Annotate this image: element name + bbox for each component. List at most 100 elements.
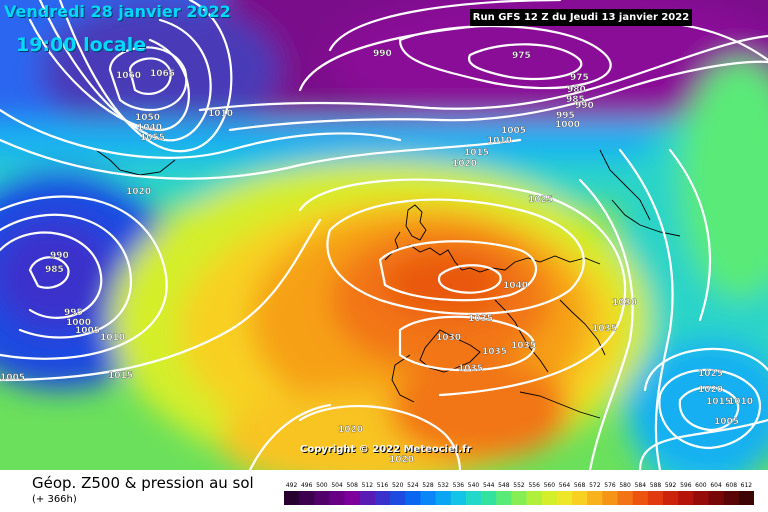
scale-tick-label: 500: [316, 482, 328, 489]
isobar-pressure-label: 1030: [612, 298, 637, 308]
scale-tick-label: 520: [392, 482, 404, 489]
scale-tick-label: 612: [741, 482, 753, 489]
scale-tick-label: 568: [574, 482, 586, 489]
isobar-pressure-label: 975: [512, 51, 531, 61]
scale-color-swatch: [344, 491, 361, 505]
isobar-pressure-label: 995: [556, 111, 575, 121]
isobar-pressure-label: 1020: [698, 385, 723, 395]
scale-tick-label: 604: [710, 482, 722, 489]
scale-color-swatch: [526, 491, 543, 505]
scale-tick-label: 588: [650, 482, 662, 489]
isobar-pressure-label: 1015: [464, 148, 489, 158]
isobar-pressure-label: 1020: [338, 425, 363, 435]
isobar-pressure-label: 980: [567, 85, 586, 95]
isobar-pressure-label: 1035: [468, 314, 493, 324]
scale-tick-label: 596: [680, 482, 692, 489]
isobars: [0, 0, 768, 470]
color-scale-legend: 492 496 500 504 508 512 516 520 524 528 532 536 540 5…: [284, 482, 754, 505]
isobar-pressure-label: 1035: [511, 341, 536, 351]
scale-color-swatch: [647, 491, 664, 505]
forecast-local-time: 19:00 locale: [16, 34, 147, 56]
isobar-pressure-label: 1005: [0, 373, 25, 383]
scale-tick-label: 540: [468, 482, 480, 489]
scale-tick-label: 572: [589, 482, 601, 489]
scale-color-swatch: [390, 491, 406, 505]
isobar-pressure-label: 1065: [150, 69, 175, 79]
isobar-pressure-label: 1000: [555, 120, 580, 130]
isobar-pressure-label: 1000: [66, 318, 91, 328]
scale-color-swatch: [738, 491, 754, 505]
isobar-pressure-label: 975: [570, 73, 589, 83]
scale-color-swatch: [572, 491, 588, 505]
isobar-pressure-label: 1035: [592, 324, 617, 334]
scale-color-swatch: [405, 491, 421, 505]
isobar-pressure-label: 1005: [501, 126, 526, 136]
isobar-pressure-label: 1020: [389, 455, 414, 465]
scale-tick-label: 560: [544, 482, 556, 489]
isobar-pressure-label: 990: [575, 101, 594, 111]
scale-color-swatch: [663, 491, 679, 505]
scale-tick-label: 516: [377, 482, 389, 489]
scale-tick-label: 496: [301, 482, 313, 489]
model-run-label: Run GFS 12 Z du Jeudi 13 janvier 2022: [470, 9, 692, 26]
coastlines: [95, 149, 681, 419]
scale-tick-label: 552: [513, 482, 525, 489]
scale-color-swatch: [375, 491, 391, 505]
scale-color-swatch: [693, 491, 709, 505]
isobar-pressure-label: 1055: [140, 133, 165, 143]
scale-tick-label: 536: [453, 482, 465, 489]
map-product-title: Géop. Z500 & pression au sol: [32, 474, 254, 492]
scale-color-swatch: [420, 491, 436, 505]
scale-color-swatch: [587, 491, 603, 505]
isobar-pressure-label: 1040: [137, 123, 162, 133]
scale-color-swatch: [284, 491, 300, 505]
scale-tick-label: 524: [407, 482, 419, 489]
isobar-pressure-label: 1020: [126, 187, 151, 197]
isobar-pressure-label: 1050: [135, 113, 160, 123]
isobar-pressure-label: 1040: [503, 281, 528, 291]
scale-color-swatch: [602, 491, 618, 505]
scale-color-swatch: [299, 491, 315, 505]
scale-tick-label: 580: [619, 482, 631, 489]
scale-tick-label: 576: [604, 482, 616, 489]
isobar-pressure-label: 1060: [116, 71, 141, 81]
isobar-pressure-label: 1010: [728, 397, 753, 407]
copyright-notice: Copyright © 2022 Meteociel.fr: [300, 444, 472, 455]
isobar-pressure-label: 985: [45, 265, 64, 275]
isobar-pressure-label: 1015: [108, 371, 133, 381]
scale-tick-label: 512: [362, 482, 374, 489]
scale-tick-label: 544: [483, 482, 495, 489]
scale-tick-label: 556: [528, 482, 540, 489]
scale-color-swatch: [678, 491, 694, 505]
scale-color-swatch: [314, 491, 330, 505]
scale-tick-label: 600: [695, 482, 707, 489]
isobar-pressure-label: 1035: [482, 347, 507, 357]
isobar-pressure-label: 1015: [706, 397, 731, 407]
scale-tick-label: 504: [331, 482, 343, 489]
isobar-pressure-label: 990: [373, 49, 392, 59]
isobar-pressure-label: 1035: [458, 364, 483, 374]
scale-color-swatch: [708, 491, 724, 505]
isobar-pressure-label: 1030: [436, 333, 461, 343]
scale-color-swatch: [465, 491, 482, 505]
scale-tick-label: 532: [437, 482, 449, 489]
isobar-pressure-label: 985: [566, 95, 585, 105]
scale-color-swatch: [481, 491, 497, 505]
isobar-pressure-label: 1025: [698, 369, 723, 379]
isobar-pressure-label: 995: [64, 308, 83, 318]
scale-tick-label: 528: [422, 482, 434, 489]
forecast-date: Vendredi 28 janvier 2022: [4, 2, 231, 21]
scale-color-swatch: [450, 491, 467, 505]
scale-color-swatch: [556, 491, 573, 505]
scale-tick-label: 592: [665, 482, 677, 489]
isobar-pressure-label: 1010: [208, 109, 233, 119]
scale-color-swatch: [435, 491, 452, 505]
isobar-pressure-label: 990: [50, 251, 69, 261]
lead-time-label: (+ 366h): [32, 494, 77, 505]
scale-color-swatch: [632, 491, 649, 505]
isobar-pressure-label: 1025: [528, 195, 553, 205]
scale-color-swatch: [359, 491, 376, 505]
